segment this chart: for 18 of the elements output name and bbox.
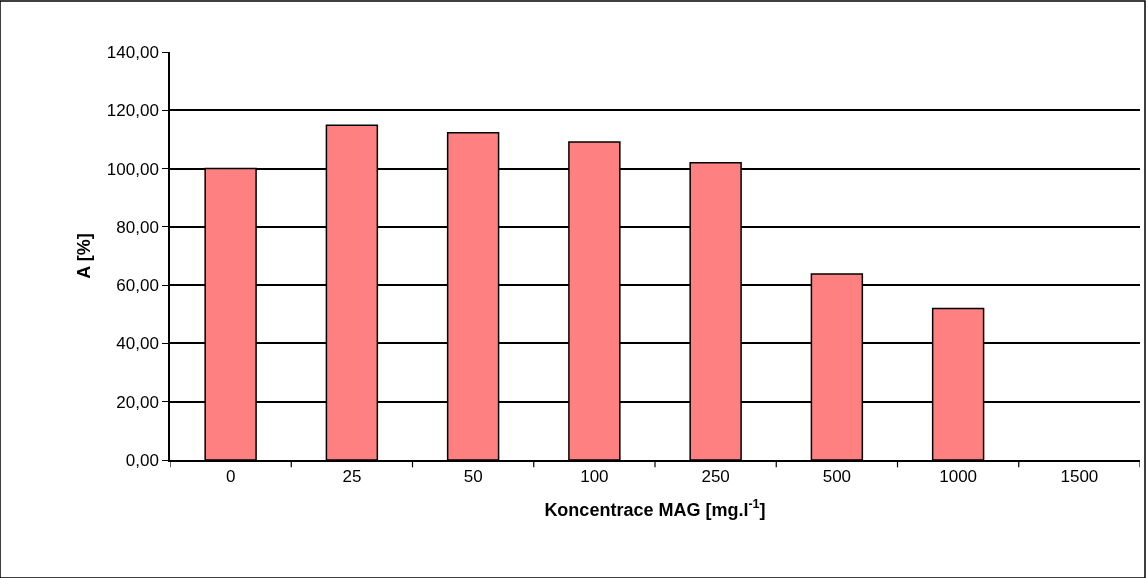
x-tick-label: 250 bbox=[701, 467, 730, 487]
y-tick-label: 40,00 bbox=[116, 334, 159, 354]
x-tick-label: 25 bbox=[342, 467, 362, 487]
y-tick-label: 80,00 bbox=[116, 217, 159, 237]
x-tick-label: 0 bbox=[225, 467, 236, 487]
y-tick-label: 20,00 bbox=[116, 392, 159, 412]
y-tick-label: 60,00 bbox=[116, 276, 159, 296]
y-axis-title: A [%] bbox=[73, 233, 94, 279]
x-tick-label: 500 bbox=[822, 467, 852, 487]
x-tick-label: 1500 bbox=[1060, 467, 1099, 487]
x-tick-label: 1000 bbox=[939, 467, 978, 487]
y-tick-label: 100,00 bbox=[106, 159, 159, 179]
x-tick-label: 50 bbox=[463, 467, 483, 487]
x-tick-label: 100 bbox=[580, 467, 609, 487]
y-tick-label: 0,00 bbox=[125, 450, 159, 470]
x-axis-title: Koncentrace MAG [mg.l$^{-1}$] bbox=[544, 497, 766, 520]
y-tick-label: 140,00 bbox=[106, 42, 159, 62]
y-tick-label: 120,00 bbox=[106, 101, 159, 121]
